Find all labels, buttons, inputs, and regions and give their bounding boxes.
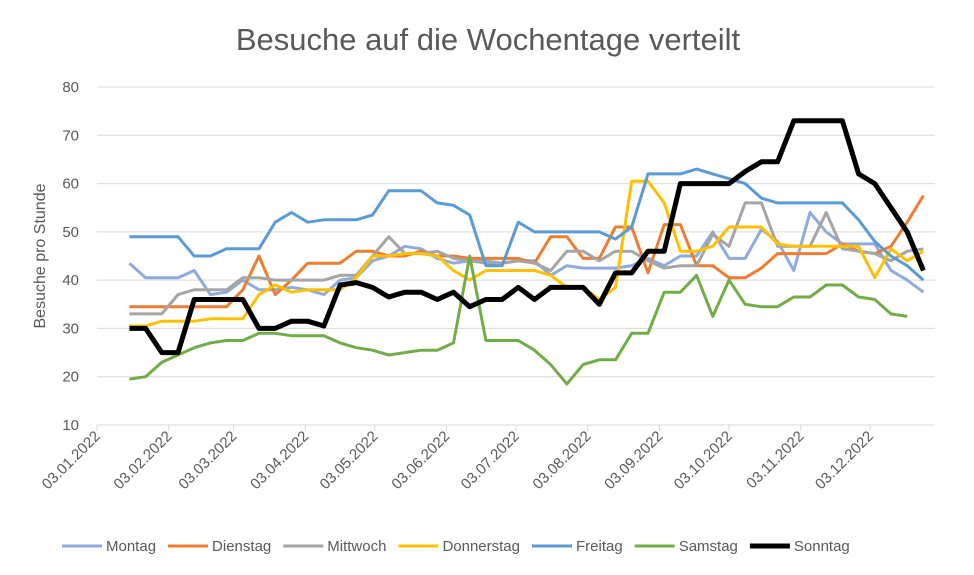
y-tick-label: 70	[62, 127, 79, 144]
x-tick-label: 03.11.2022	[743, 428, 807, 492]
x-tick-label: 03.02.2022	[110, 428, 175, 493]
legend-label: Mittwoch	[327, 538, 386, 555]
y-axis-label: Besuche pro Stunde	[32, 183, 49, 328]
x-tick-label: 03.07.2022	[458, 428, 523, 493]
legend-label: Donnerstag	[442, 538, 520, 555]
y-tick-label: 20	[62, 369, 79, 386]
y-tick-label: 30	[62, 320, 79, 337]
series-line	[129, 179, 925, 328]
x-tick-label: 03.10.2022	[671, 428, 736, 493]
x-tick-label: 03.01.2022	[39, 428, 104, 493]
chart-title: Besuche auf die Wochentage verteilt	[236, 22, 741, 57]
y-tick-label: 80	[62, 79, 79, 96]
series-line	[129, 254, 908, 386]
y-tick-label: 10	[62, 417, 79, 434]
x-tick-label: 03.12.2022	[812, 428, 877, 493]
x-tick-label: 03.09.2022	[601, 428, 666, 493]
x-tick-label: 03.05.2022	[317, 428, 382, 493]
x-tick-label: 03.04.2022	[247, 428, 312, 493]
series-line	[129, 194, 925, 309]
legend-label: Montag	[106, 538, 156, 555]
legend-label: Dienstag	[212, 538, 271, 555]
y-tick-label: 50	[62, 224, 79, 241]
y-tick-label: 60	[62, 176, 79, 193]
legend-label: Samstag	[679, 538, 738, 555]
x-tick-label: 03.03.2022	[175, 428, 240, 493]
legend-label: Freitag	[576, 538, 623, 555]
x-tick-label: 03.06.2022	[388, 428, 453, 493]
legend-label: Sonntag	[794, 538, 850, 555]
series-line	[129, 118, 926, 356]
x-tick-label: 03.08.2022	[529, 428, 594, 493]
series-line	[129, 167, 925, 282]
y-tick-label: 40	[62, 272, 79, 289]
